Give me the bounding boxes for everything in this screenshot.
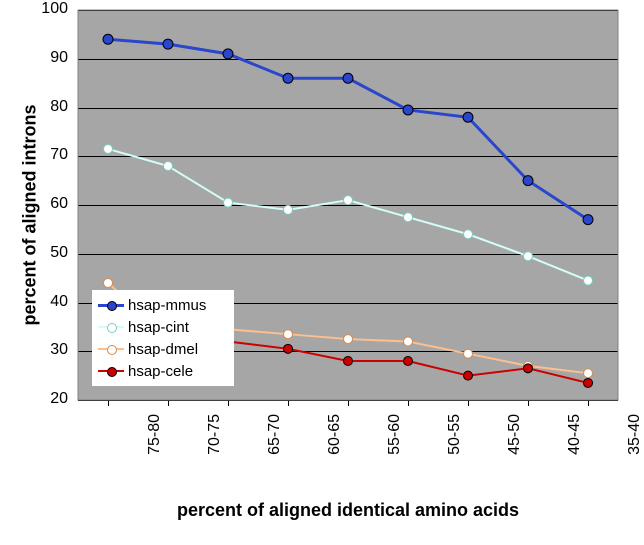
series-marker (223, 49, 233, 59)
legend-item: hsap-cele (98, 360, 228, 382)
series-marker (403, 105, 413, 115)
legend: hsap-mmus hsap-cint hsap-dmel hsap-cele (92, 290, 234, 386)
series-marker (284, 344, 293, 353)
series-marker (584, 369, 593, 378)
series-marker (524, 364, 533, 373)
series-marker (104, 279, 113, 288)
series-marker (283, 73, 293, 83)
series-marker (284, 330, 293, 339)
legend-label: hsap-cele (128, 363, 193, 380)
chart-svg (0, 0, 644, 545)
series-marker (404, 213, 413, 222)
series-marker (523, 176, 533, 186)
series-marker (583, 215, 593, 225)
series-marker (464, 230, 473, 239)
series-marker (463, 112, 473, 122)
legend-label: hsap-dmel (128, 341, 198, 358)
series-marker (224, 198, 233, 207)
series-marker (343, 73, 353, 83)
series-marker (464, 371, 473, 380)
legend-item: hsap-cint (98, 316, 228, 338)
legend-label: hsap-cint (128, 319, 189, 336)
series-marker (344, 196, 353, 205)
series-marker (404, 337, 413, 346)
chart-container: 2030405060708090100 75-8070-7565-7060-65… (0, 0, 644, 545)
series-marker (524, 252, 533, 261)
series-marker (103, 34, 113, 44)
legend-item: hsap-mmus (98, 294, 228, 316)
series-marker (164, 162, 173, 171)
series-marker (104, 144, 113, 153)
series-line (108, 39, 588, 219)
series-marker (584, 276, 593, 285)
series-marker (404, 357, 413, 366)
series-marker (284, 205, 293, 214)
legend-label: hsap-mmus (128, 297, 206, 314)
series-marker (344, 335, 353, 344)
series-marker (464, 349, 473, 358)
series-marker (163, 39, 173, 49)
series-marker (584, 378, 593, 387)
series-marker (344, 357, 353, 366)
legend-item: hsap-dmel (98, 338, 228, 360)
